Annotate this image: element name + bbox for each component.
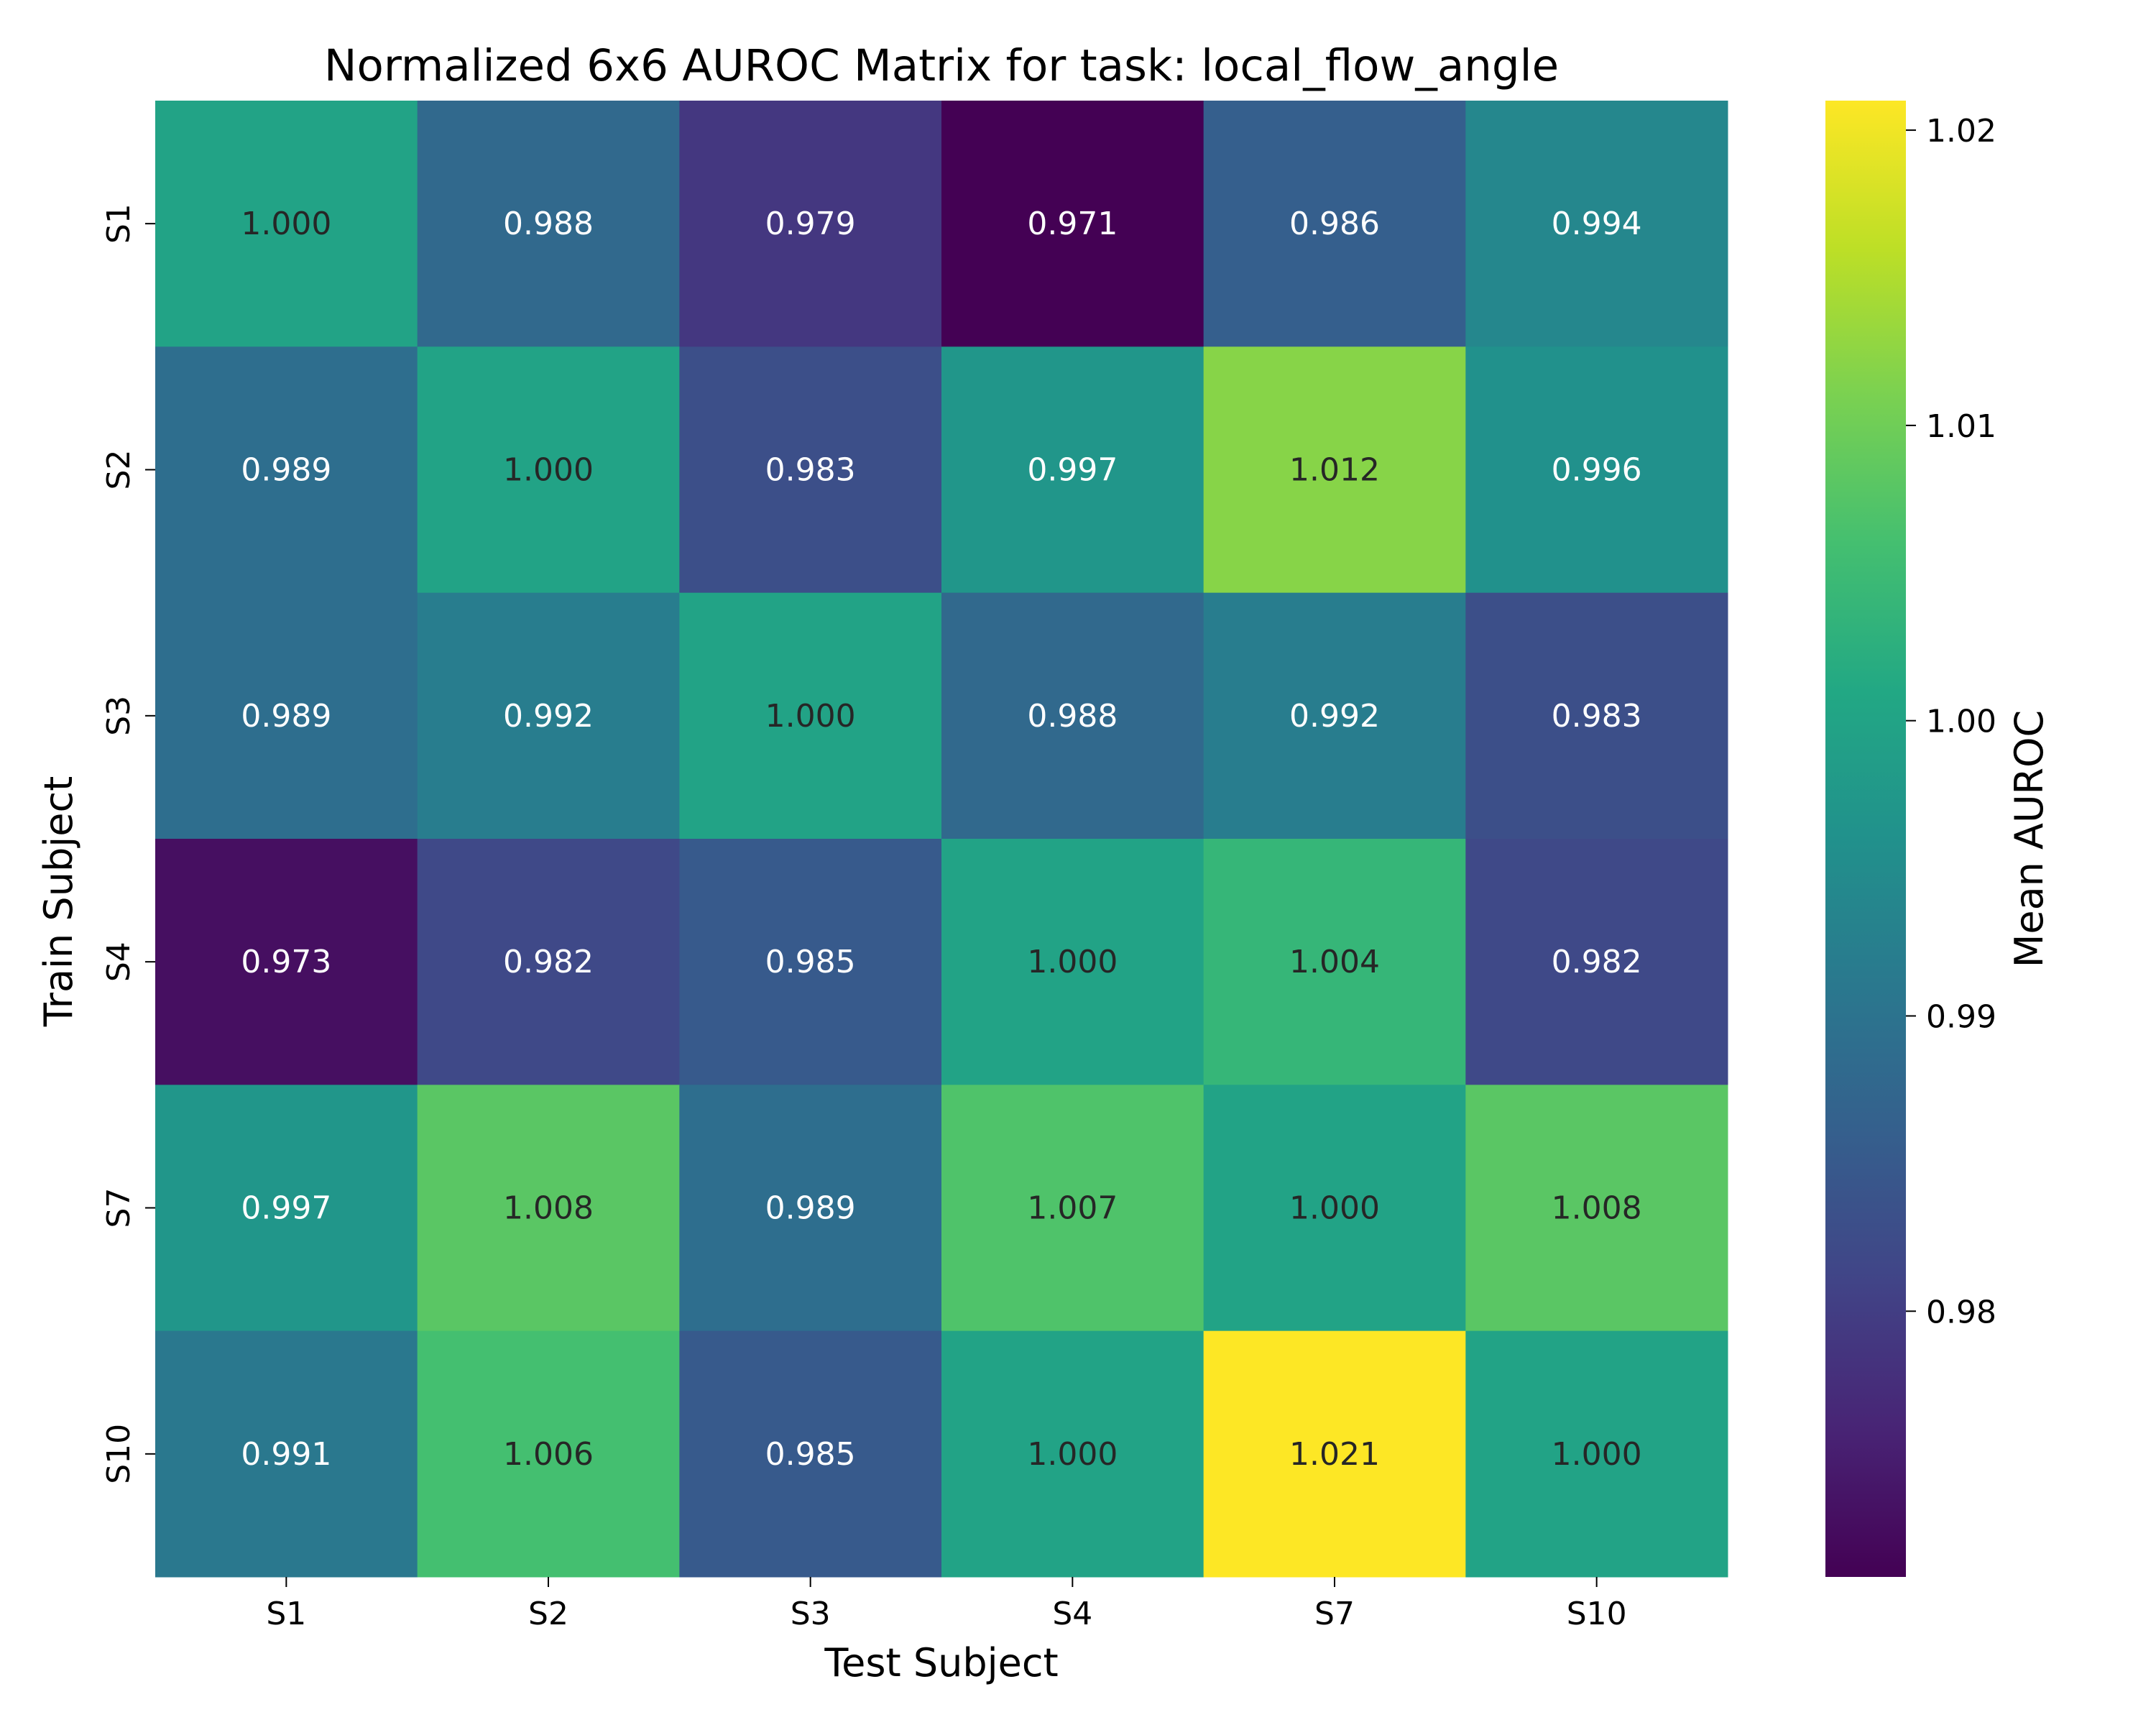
heatmap-cell: [679, 1330, 942, 1578]
heatmap-cell: [155, 1330, 418, 1578]
heatmap-cell: [1465, 1085, 1728, 1332]
y-axis-ticks: S1 S2 S3 S4 S7 S10: [101, 203, 155, 1484]
x-tick-label: S2: [528, 1596, 568, 1632]
chart-title: Normalized 6x6 AUROC Matrix for task: lo…: [324, 40, 1559, 91]
heatmap-cell: [679, 101, 942, 347]
cell-value-label: 0.979: [765, 206, 856, 242]
heatmap-cell: [941, 1330, 1204, 1578]
colorbar-tick-label: 1.01: [1926, 408, 1996, 445]
cell-value-label: 1.000: [241, 206, 331, 242]
x-tick-label: S1: [266, 1596, 306, 1632]
x-tick-label: S10: [1567, 1596, 1627, 1632]
cell-value-label: 1.000: [765, 698, 856, 735]
heatmap-cell: [155, 1085, 418, 1332]
cell-value-label: 1.012: [1289, 452, 1380, 489]
cell-value-label: 0.985: [765, 944, 856, 980]
heatmap-cell: [417, 1085, 680, 1332]
y-tick-label: S7: [101, 1188, 137, 1228]
x-tick-label: S4: [1052, 1596, 1092, 1632]
cell-value-label: 0.997: [241, 1190, 331, 1227]
colorbar-ticks: 0.98 0.99 1.00 1.01 1.02: [1906, 113, 1996, 1330]
y-tick-label: S1: [101, 203, 137, 244]
colorbar-label: Mean AUROC: [2007, 710, 2052, 968]
heatmap-cell: [1203, 839, 1466, 1085]
y-tick-label: S4: [101, 942, 137, 982]
heatmap-cell: [1203, 346, 1466, 594]
cell-value-label: 0.991: [241, 1436, 331, 1473]
heatmap-cell: [1465, 101, 1728, 347]
heatmap-cell: [679, 1085, 942, 1332]
colorbar-tick-label: 0.98: [1926, 1294, 1996, 1330]
cell-value-label: 1.000: [1027, 1436, 1118, 1473]
cell-value-label: 1.000: [1289, 1190, 1380, 1227]
heatmap-cell: [679, 346, 942, 594]
heatmap-cell: [1465, 346, 1728, 594]
heatmap-cell: [679, 592, 942, 840]
colorbar-tick-label: 0.99: [1926, 998, 1996, 1035]
heatmap-cell: [1203, 1085, 1466, 1332]
cell-value-label: 1.008: [503, 1190, 594, 1227]
y-axis-label: Train Subject: [36, 776, 81, 1028]
y-tick-label: S2: [101, 450, 137, 490]
heatmap-cell: [417, 592, 680, 840]
x-axis-label: Test Subject: [824, 1640, 1058, 1685]
heatmap-cell: [941, 1085, 1204, 1332]
x-tick-label: S3: [791, 1596, 831, 1632]
cell-value-label: 1.008: [1552, 1190, 1642, 1227]
heatmap-cell: [155, 592, 418, 840]
cell-value-label: 1.006: [503, 1436, 594, 1473]
heatmap-cell: [1203, 101, 1466, 347]
cell-value-label: 0.992: [503, 698, 594, 735]
cell-value-label: 0.982: [503, 944, 594, 980]
cell-value-label: 1.007: [1027, 1190, 1118, 1227]
heatmap-cell: [417, 1330, 680, 1578]
y-tick-label: S3: [101, 696, 137, 736]
heatmap-cell: [155, 346, 418, 594]
cell-value-label: 1.004: [1289, 944, 1380, 980]
heatmap-cell: [417, 101, 680, 347]
cell-value-label: 0.989: [765, 1190, 856, 1227]
cell-value-label: 0.994: [1552, 206, 1642, 242]
heatmap-cell: [1203, 1330, 1466, 1578]
colorbar: [1825, 101, 1906, 1577]
heatmap-cell: [155, 839, 418, 1085]
cell-value-label: 0.983: [1552, 698, 1642, 735]
y-tick-label: S10: [101, 1424, 137, 1484]
cell-value-label: 0.985: [765, 1436, 856, 1473]
cell-value-label: 0.971: [1027, 206, 1118, 242]
heatmap-cell: [155, 101, 418, 347]
cell-value-label: 0.973: [241, 944, 331, 980]
heatmap-cell: [679, 839, 942, 1085]
cell-value-label: 1.021: [1289, 1436, 1380, 1473]
cell-value-label: 0.992: [1289, 698, 1380, 735]
heatmap-cells: 1.000 0.988 0.979 0.971 0.986 0.994 0.989 1.000…: [155, 101, 1728, 1578]
colorbar-tick-label: 1.02: [1926, 113, 1996, 150]
cell-value-label: 0.989: [241, 698, 331, 735]
cell-value-label: 0.983: [765, 452, 856, 489]
heatmap-cell: [1465, 592, 1728, 840]
heatmap-cell: [941, 101, 1204, 347]
heatmap-cell: [1465, 839, 1728, 1085]
cell-value-label: 0.996: [1552, 452, 1642, 489]
heatmap-cell: [941, 346, 1204, 594]
cell-value-label: 0.988: [1027, 698, 1118, 735]
cell-value-label: 1.000: [1552, 1436, 1642, 1473]
cell-value-label: 0.988: [503, 206, 594, 242]
heatmap-cell: [417, 346, 680, 594]
x-tick-label: S7: [1314, 1596, 1355, 1632]
cell-value-label: 1.000: [503, 452, 594, 489]
cell-value-label: 0.986: [1289, 206, 1380, 242]
x-axis-ticks: S1 S2 S3 S4 S7 S10: [266, 1577, 1627, 1632]
cell-value-label: 0.989: [241, 452, 331, 489]
heatmap-cell: [1465, 1330, 1728, 1578]
cell-value-label: 0.997: [1027, 452, 1118, 489]
heatmap-cell: [941, 839, 1204, 1085]
cell-value-label: 0.982: [1552, 944, 1642, 980]
heatmap-cell: [1203, 592, 1466, 840]
colorbar-tick-label: 1.00: [1926, 704, 1996, 740]
heatmap-cell: [941, 592, 1204, 840]
heatmap-cell: [417, 839, 680, 1085]
cell-value-label: 1.000: [1027, 944, 1118, 980]
